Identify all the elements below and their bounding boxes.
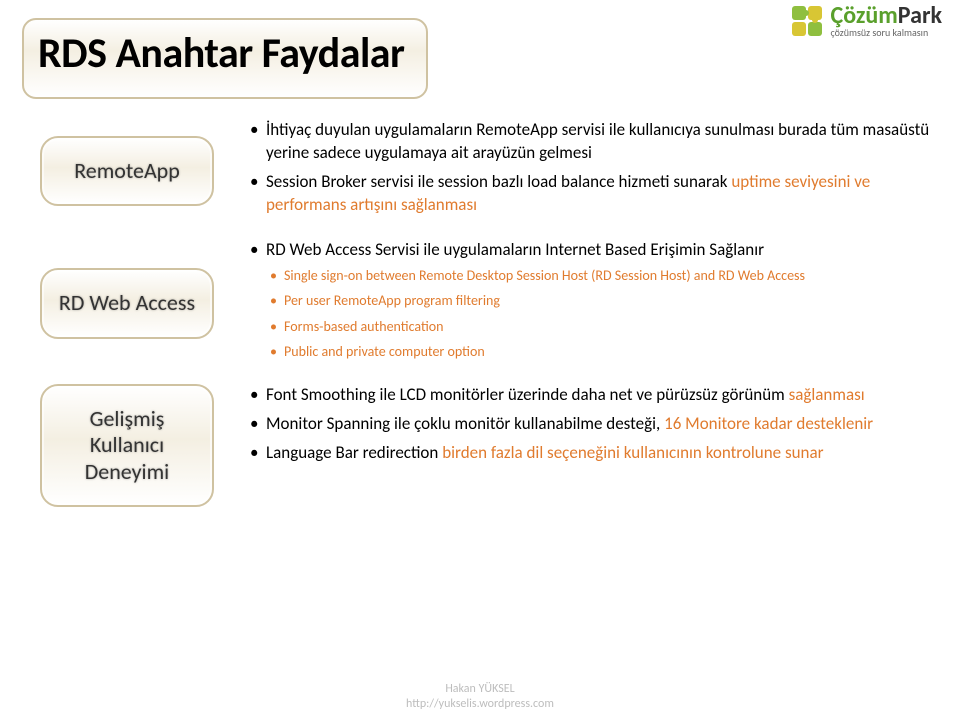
list-item: Session Broker servisi ile session bazlı… <box>244 171 930 217</box>
section-remoteapp: RemoteApp İhtiyaç duyulan uygulamaların … <box>40 119 930 223</box>
puzzle-icon <box>790 4 824 38</box>
badge-ux: Gelişmiş Kullanıcı Deneyimi <box>40 384 214 507</box>
list-item: İhtiyaç duyulan uygulamaların RemoteApp … <box>244 119 930 165</box>
page-title-block: RDS Anahtar Faydalar <box>22 18 428 99</box>
section-rdweb: RD Web Access RD Web Access Servisi ile … <box>40 239 930 368</box>
brand-logo: ÇözümPark çözümsüz soru kalmasın <box>790 4 942 38</box>
list-item: RD Web Access Servisi ile uygulamaların … <box>244 239 930 362</box>
list-item: Font Smoothing ile LCD monitörler üzerin… <box>244 384 930 407</box>
footer-author: Hakan YÜKSEL <box>0 682 960 698</box>
list-item: Monitor Spanning ile çoklu monitör kulla… <box>244 413 930 436</box>
list-sub-item: Forms-based authentication <box>266 317 930 337</box>
footer: Hakan YÜKSEL http://yukselis.wordpress.c… <box>0 682 960 715</box>
list-sub-item: Single sign-on between Remote Desktop Se… <box>266 266 930 286</box>
list-sub-item: Public and private computer option <box>266 342 930 362</box>
page-title: RDS Anahtar Faydalar <box>24 20 426 97</box>
badge-rdweb: RD Web Access <box>40 268 214 338</box>
footer-url: http://yukselis.wordpress.com <box>0 697 960 713</box>
list-sub-item: Per user RemoteApp program filtering <box>266 291 930 311</box>
badge-remoteapp: RemoteApp <box>40 136 214 206</box>
section-ux: Gelişmiş Kullanıcı Deneyimi Font Smoothi… <box>40 384 930 507</box>
logo-tagline: çözümsüz soru kalmasın <box>830 28 942 38</box>
list-item: Language Bar redirection birden fazla di… <box>244 442 930 465</box>
